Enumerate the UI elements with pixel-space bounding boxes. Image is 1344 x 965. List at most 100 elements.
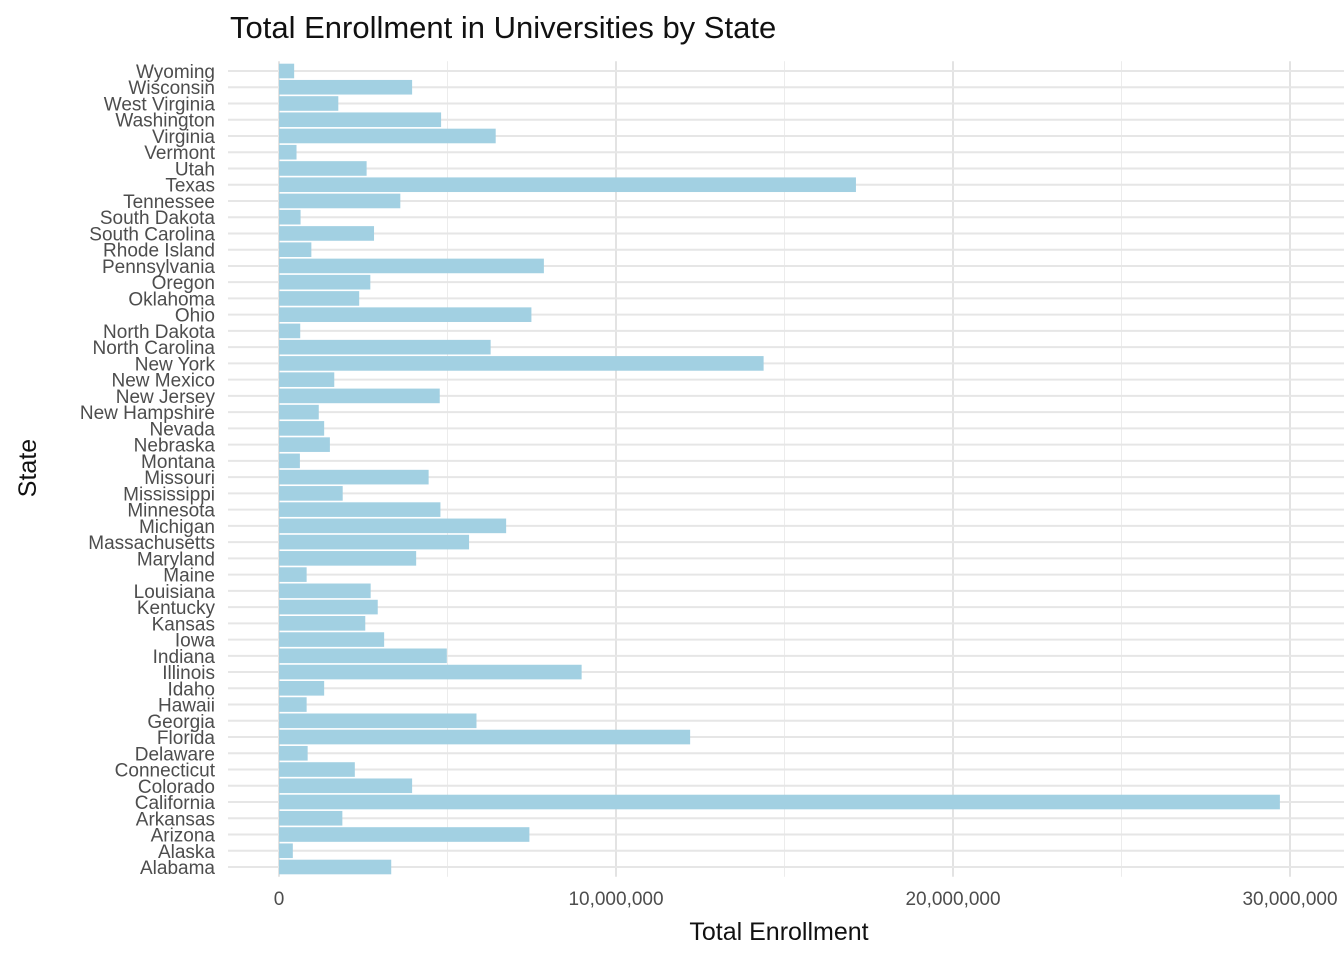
y-tick-label: Minnesota (127, 501, 215, 522)
bar-massachusetts (279, 534, 470, 550)
bar-new-mexico (279, 372, 335, 387)
bar-oregon (279, 274, 371, 290)
y-tick-label: Georgia (147, 712, 215, 733)
y-tick-label: Delaware (135, 744, 215, 765)
y-tick-label: New Hampshire (80, 403, 215, 424)
bar-north-dakota (279, 323, 301, 339)
y-tick-label: Idaho (167, 679, 215, 700)
bar-west-virginia (279, 96, 339, 111)
bar-vermont (279, 144, 297, 160)
y-tick-label: Louisiana (134, 582, 216, 603)
y-tick-label: Maryland (137, 549, 215, 570)
bar-florida (279, 729, 691, 745)
y-tick-label: North Carolina (93, 338, 216, 359)
y-tick-label: Pennsylvania (102, 257, 215, 278)
x-tick-label: 10,000,000 (568, 889, 663, 910)
x-tick-label: 30,000,000 (1242, 889, 1337, 910)
bar-alaska (279, 843, 293, 859)
bar-wyoming (279, 63, 295, 79)
bar-arizona (279, 827, 530, 842)
y-tick-labels: AlabamaAlaskaArizonaArkansasCaliforniaCo… (80, 62, 216, 879)
bar-south-carolina (279, 226, 375, 241)
bar-ohio (279, 307, 532, 322)
bar-new-jersey (279, 388, 440, 404)
bar-connecticut (279, 762, 355, 777)
bar-pennsylvania (279, 258, 544, 274)
y-tick-label: Ohio (175, 306, 215, 327)
x-axis-title: Total Enrollment (689, 918, 868, 946)
bar-utah (279, 161, 367, 176)
y-tick-label: Maine (163, 566, 215, 587)
y-tick-label: Alabama (140, 858, 215, 879)
bar-louisiana (279, 583, 371, 599)
bar-texas (279, 177, 856, 193)
bar-new-york (279, 356, 764, 371)
x-tick-labels: 0 10,000,000 20,000,000 30,000,000 (274, 889, 1338, 910)
bar-montana (279, 453, 300, 469)
y-tick-label: Tennessee (123, 192, 215, 213)
bar-south-dakota (279, 209, 301, 225)
bar-kentucky (279, 599, 378, 615)
x-tick-label: 20,000,000 (905, 889, 1000, 910)
y-tick-label: Wyoming (136, 62, 215, 83)
y-tick-label: Washington (115, 111, 215, 132)
y-tick-label: Illinois (162, 663, 215, 684)
bar-north-carolina (279, 339, 491, 355)
y-tick-label: Hawaii (158, 696, 215, 717)
y-tick-label: Florida (157, 728, 216, 749)
bar-idaho (279, 680, 325, 696)
bar-alabama (279, 859, 392, 875)
y-tick-label: Missouri (144, 468, 215, 489)
bar-mississippi (279, 486, 343, 501)
y-tick-label: California (135, 793, 216, 814)
bar-nevada (279, 421, 325, 436)
y-tick-label: Massachusetts (88, 533, 215, 554)
bar-michigan (279, 518, 507, 534)
y-tick-label: Rhode Island (103, 241, 215, 262)
bar-illinois (279, 664, 582, 680)
y-tick-label: Virginia (152, 127, 215, 148)
bar-delaware (279, 745, 308, 761)
y-tick-label: Utah (175, 159, 215, 180)
y-tick-label: Nevada (150, 419, 216, 440)
y-tick-label: Nebraska (134, 436, 216, 457)
bars (279, 63, 1280, 875)
bar-washington (279, 112, 442, 128)
bar-tennessee (279, 193, 401, 209)
y-tick-label: Arkansas (136, 809, 215, 830)
y-tick-label: Connecticut (115, 761, 216, 782)
bar-arkansas (279, 810, 343, 826)
bar-maryland (279, 551, 417, 566)
y-tick-label: Colorado (138, 777, 215, 798)
bar-california (279, 794, 1280, 810)
y-tick-label: Vermont (144, 143, 215, 164)
bar-iowa (279, 632, 385, 647)
y-tick-label: Arizona (151, 826, 216, 847)
y-tick-label: South Carolina (89, 224, 215, 245)
bar-minnesota (279, 502, 441, 517)
y-tick-label: Indiana (153, 647, 216, 668)
y-tick-label: Oregon (152, 273, 215, 294)
bar-new-hampshire (279, 404, 319, 420)
y-tick-label: Michigan (139, 517, 215, 538)
y-tick-label: Montana (141, 452, 215, 473)
y-tick-label: Wisconsin (128, 78, 215, 99)
bar-indiana (279, 648, 447, 664)
y-tick-label: Alaska (158, 842, 215, 863)
bar-wisconsin (279, 79, 413, 95)
y-tick-label: Iowa (175, 631, 216, 652)
bar-georgia (279, 713, 477, 729)
x-tick-label: 0 (274, 889, 285, 910)
y-tick-label: Oklahoma (128, 289, 215, 310)
bar-missouri (279, 469, 429, 485)
y-tick-label: New Mexico (112, 371, 215, 392)
bar-hawaii (279, 697, 307, 712)
y-tick-label: Kentucky (137, 598, 216, 619)
chart-title: Total Enrollment in Universities by Stat… (230, 10, 777, 45)
y-tick-label: Texas (165, 176, 215, 197)
y-tick-label: North Dakota (103, 322, 215, 343)
y-axis-title: State (14, 439, 42, 497)
bar-kansas (279, 616, 366, 631)
